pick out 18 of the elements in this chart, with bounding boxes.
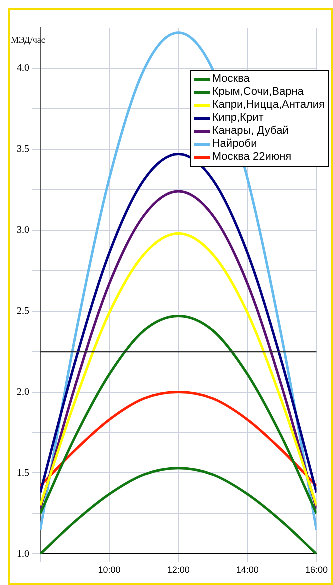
y-tick-label: 1.5 [17, 468, 30, 479]
legend-label: Капри,Ницца,Анталия [212, 99, 325, 112]
y-tick-label: 2.5 [17, 306, 30, 317]
legend-label: Крым,Сочи,Варна [212, 86, 304, 99]
x-tick-label: 16:00 [305, 565, 328, 576]
y-tick-label: 2.0 [17, 386, 30, 398]
legend-label: Найроби [212, 138, 258, 151]
y-tick-label: 1.0 [17, 548, 30, 560]
y-tick-label: 3.5 [17, 144, 30, 156]
y-tick-label: 3.0 [17, 225, 30, 236]
legend-label: Москва 22июня [212, 151, 292, 164]
x-tick-label: 14:00 [236, 565, 259, 576]
legend-label: Кипр,Крит [212, 112, 264, 125]
legend-label: Канары, Дубай [212, 125, 289, 138]
legend-label: Москва [212, 73, 250, 86]
x-tick-label: 12:00 [167, 565, 190, 576]
y-tick-label: 4.0 [17, 63, 30, 74]
x-tick-label: 10:00 [98, 565, 121, 576]
